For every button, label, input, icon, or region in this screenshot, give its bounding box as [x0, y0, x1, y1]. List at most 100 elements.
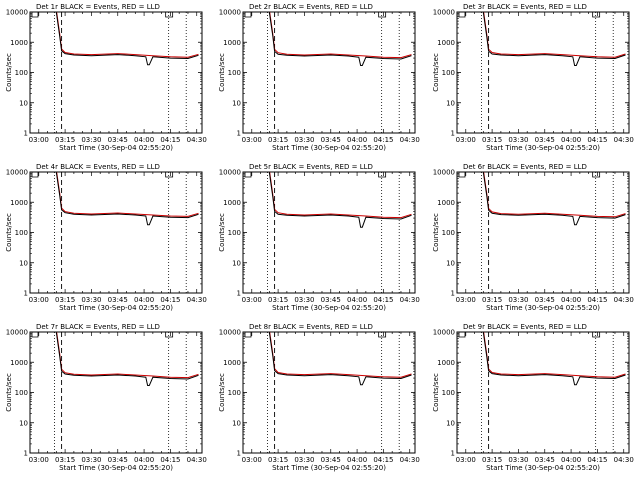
x-tick-label: 04:00: [347, 296, 367, 304]
x-tick-label: 03:30: [81, 456, 101, 464]
y-tick-label: 1000: [223, 39, 241, 47]
detector-panel-3: Det 3r BLACK = Events, RED = LLD 1 10 100 10…: [432, 3, 634, 152]
x-tick-label: 03:30: [81, 136, 101, 144]
x-tick-label: 03:30: [294, 296, 314, 304]
plot-frame: [456, 11, 630, 134]
x-tick-label: 04:30: [614, 296, 634, 304]
plot-frame: [29, 11, 203, 134]
x-axis-label: Start Time (30-Sep-04 02:55:20): [272, 144, 386, 152]
flag-marker: [165, 332, 174, 338]
flag-marker: [378, 332, 387, 338]
y-axis-label: Counts/sec: [432, 373, 440, 412]
y-tick-label: 1: [451, 450, 455, 458]
y-tick-label: 1: [237, 290, 241, 298]
plot-frame: [242, 11, 416, 134]
series-line-lld: [269, 12, 412, 59]
x-tick-label: 04:30: [187, 136, 207, 144]
y-tick-label: 1: [237, 130, 241, 138]
x-tick-label: 04:00: [347, 456, 367, 464]
flag-marker: [165, 172, 174, 178]
series-line-lld: [56, 172, 199, 217]
x-tick-label: 03:00: [242, 136, 262, 144]
detector-panel-7: Det 7r BLACK = Events, RED = LLD 1 10 100 10…: [5, 323, 207, 472]
flag-marker: [592, 12, 601, 18]
plot-frame: [456, 331, 630, 454]
x-tick-label: 03:30: [508, 136, 528, 144]
x-tick-label: 03:15: [268, 136, 288, 144]
detector-panel-1: Det 1r BLACK = Events, RED = LLD 1 10 100 10…: [5, 3, 207, 152]
flag-marker: [592, 332, 601, 338]
panel-title: Det 5r BLACK = Events, RED = LLD: [249, 163, 373, 171]
flag-marker: [31, 332, 39, 338]
y-tick-label: 1000: [10, 199, 28, 207]
y-tick-label: 10: [446, 259, 455, 267]
series-line-events: [482, 12, 626, 66]
series-line-events: [268, 172, 412, 228]
y-axis-label: Counts/sec: [218, 53, 226, 92]
y-tick-label: 100: [15, 389, 28, 397]
y-tick-label: 100: [228, 229, 241, 237]
x-tick-label: 03:45: [535, 136, 555, 144]
x-tick-label: 04:00: [134, 456, 154, 464]
series-line-events: [55, 172, 199, 226]
x-tick-label: 03:45: [535, 456, 555, 464]
series-line-events: [55, 12, 199, 66]
x-axis-label: Start Time (30-Sep-04 02:55:20): [59, 304, 173, 312]
y-tick-label: 10000: [219, 169, 241, 177]
series-line-events: [482, 332, 626, 386]
x-tick-label: 03:45: [321, 136, 341, 144]
panel-title: Det 3r BLACK = Events, RED = LLD: [463, 3, 587, 11]
x-tick-label: 03:00: [29, 296, 49, 304]
x-axis-label: Start Time (30-Sep-04 02:55:20): [272, 464, 386, 472]
series-line-events: [482, 172, 626, 226]
y-tick-label: 100: [228, 389, 241, 397]
panel-title: Det 8r BLACK = Events, RED = LLD: [249, 323, 373, 331]
x-tick-label: 04:30: [400, 456, 420, 464]
y-axis-label: Counts/sec: [218, 213, 226, 252]
flag-marker: [378, 172, 387, 178]
x-tick-label: 03:15: [268, 456, 288, 464]
plot-frame: [29, 171, 203, 294]
flag-marker: [378, 12, 387, 18]
y-tick-label: 100: [442, 69, 455, 77]
x-tick-label: 03:00: [242, 456, 262, 464]
x-tick-label: 04:15: [160, 296, 180, 304]
x-tick-label: 04:15: [587, 456, 607, 464]
y-tick-label: 10000: [6, 329, 28, 337]
flag-marker: [244, 12, 252, 18]
x-tick-label: 04:00: [561, 136, 581, 144]
y-tick-label: 1000: [223, 199, 241, 207]
panel-title: Det 1r BLACK = Events, RED = LLD: [36, 3, 160, 11]
y-tick-label: 10000: [433, 169, 455, 177]
detector-panel-9: Det 9r BLACK = Events, RED = LLD 1 10 100 10…: [432, 323, 634, 472]
y-tick-label: 1: [24, 450, 28, 458]
x-tick-label: 04:00: [134, 136, 154, 144]
y-axis-label: Counts/sec: [5, 53, 13, 92]
y-tick-label: 1: [451, 290, 455, 298]
y-axis-label: Counts/sec: [5, 213, 13, 252]
y-tick-label: 1000: [10, 359, 28, 367]
x-tick-label: 03:45: [321, 296, 341, 304]
y-tick-label: 1000: [437, 39, 455, 47]
flag-marker: [165, 12, 174, 18]
series-line-lld: [56, 332, 199, 379]
flag-marker: [458, 172, 466, 178]
y-tick-label: 10: [446, 99, 455, 107]
flag-marker: [244, 332, 252, 338]
flag-marker: [592, 172, 601, 178]
x-tick-label: 04:30: [187, 456, 207, 464]
x-axis-label: Start Time (30-Sep-04 02:55:20): [59, 144, 173, 152]
series-line-lld: [56, 12, 199, 58]
x-tick-label: 03:45: [321, 456, 341, 464]
series-line-events: [55, 332, 199, 386]
x-axis-label: Start Time (30-Sep-04 02:55:20): [486, 144, 600, 152]
flag-marker: [458, 332, 466, 338]
x-tick-label: 04:30: [614, 456, 634, 464]
y-tick-label: 10: [232, 99, 241, 107]
x-tick-label: 04:15: [160, 456, 180, 464]
x-tick-label: 04:15: [160, 136, 180, 144]
x-tick-label: 03:00: [29, 456, 49, 464]
x-tick-label: 03:45: [108, 296, 128, 304]
x-axis-label: Start Time (30-Sep-04 02:55:20): [486, 464, 600, 472]
